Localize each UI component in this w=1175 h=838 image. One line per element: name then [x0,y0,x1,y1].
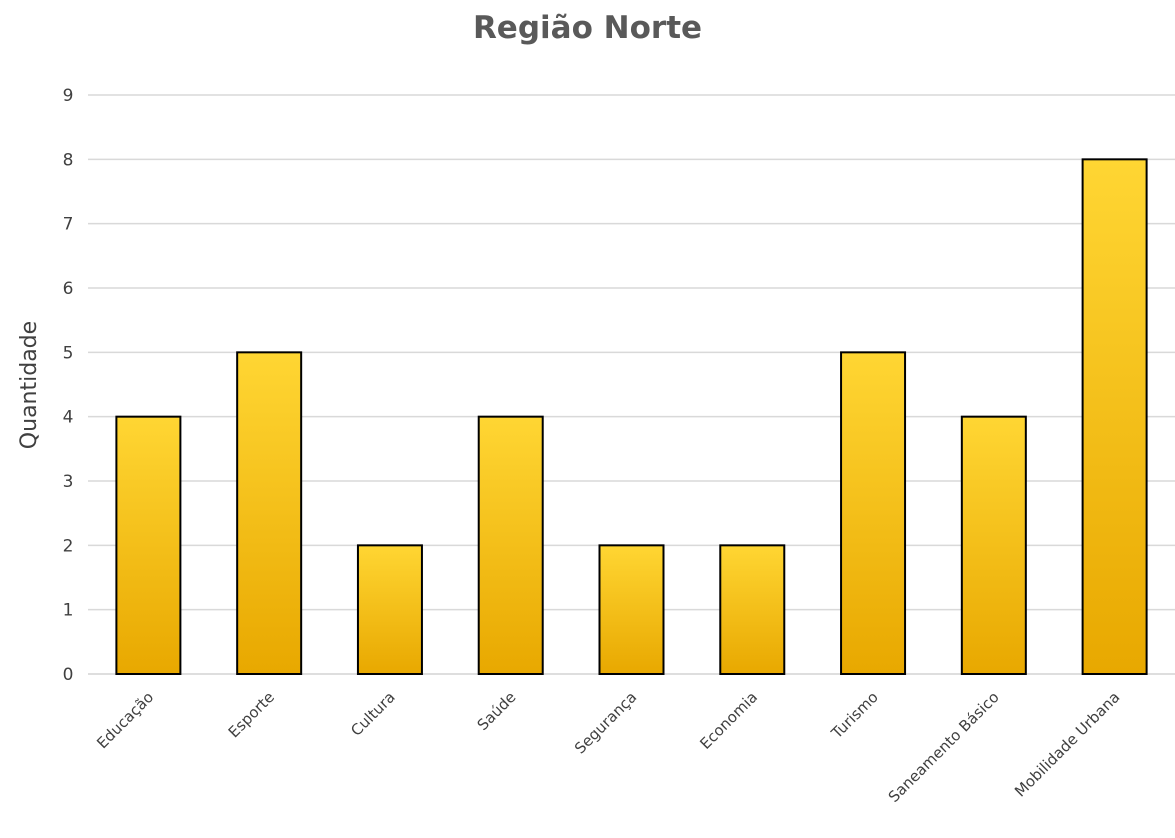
bar [477,415,544,675]
x-tick-label: Economia [696,688,761,753]
bar [236,351,303,675]
x-tick-label: Esporte [225,688,278,741]
x-tick-label: Mobilidade Urbana [1011,688,1123,800]
chart-title: Região Norte [472,10,703,46]
y-tick-label: 3 [63,472,74,492]
y-tick-label: 8 [63,150,74,170]
x-tick-label: Turismo [827,688,882,743]
x-tick-label: Saneamento Básico [885,688,1003,806]
x-tick-label: Educação [93,688,157,752]
y-tick-label: 5 [63,343,74,363]
bar [840,351,907,675]
bar [719,544,786,675]
x-axis-labels: Educação Esporte Cultura Saúde Segurança Econ… [93,688,1123,806]
y-tick-label: 7 [63,215,74,235]
bar [1081,158,1148,676]
bar [598,544,665,675]
bar [356,544,423,675]
y-axis-title: Quantidade [17,321,42,449]
y-tick-label: 1 [63,601,74,621]
x-tick-label: Saúde [474,688,520,734]
y-axis-ticks: 0 1 2 3 4 5 6 7 8 9 [63,86,74,685]
bars [115,158,1148,676]
x-tick-label: Segurança [571,688,640,757]
y-tick-label: 6 [63,279,74,299]
y-tick-label: 2 [63,536,74,556]
x-tick-label: Cultura [347,688,399,740]
y-tick-label: 9 [63,86,74,106]
y-tick-label: 0 [63,665,74,685]
bar [960,415,1027,675]
y-tick-label: 4 [63,408,74,428]
bar [115,415,182,675]
